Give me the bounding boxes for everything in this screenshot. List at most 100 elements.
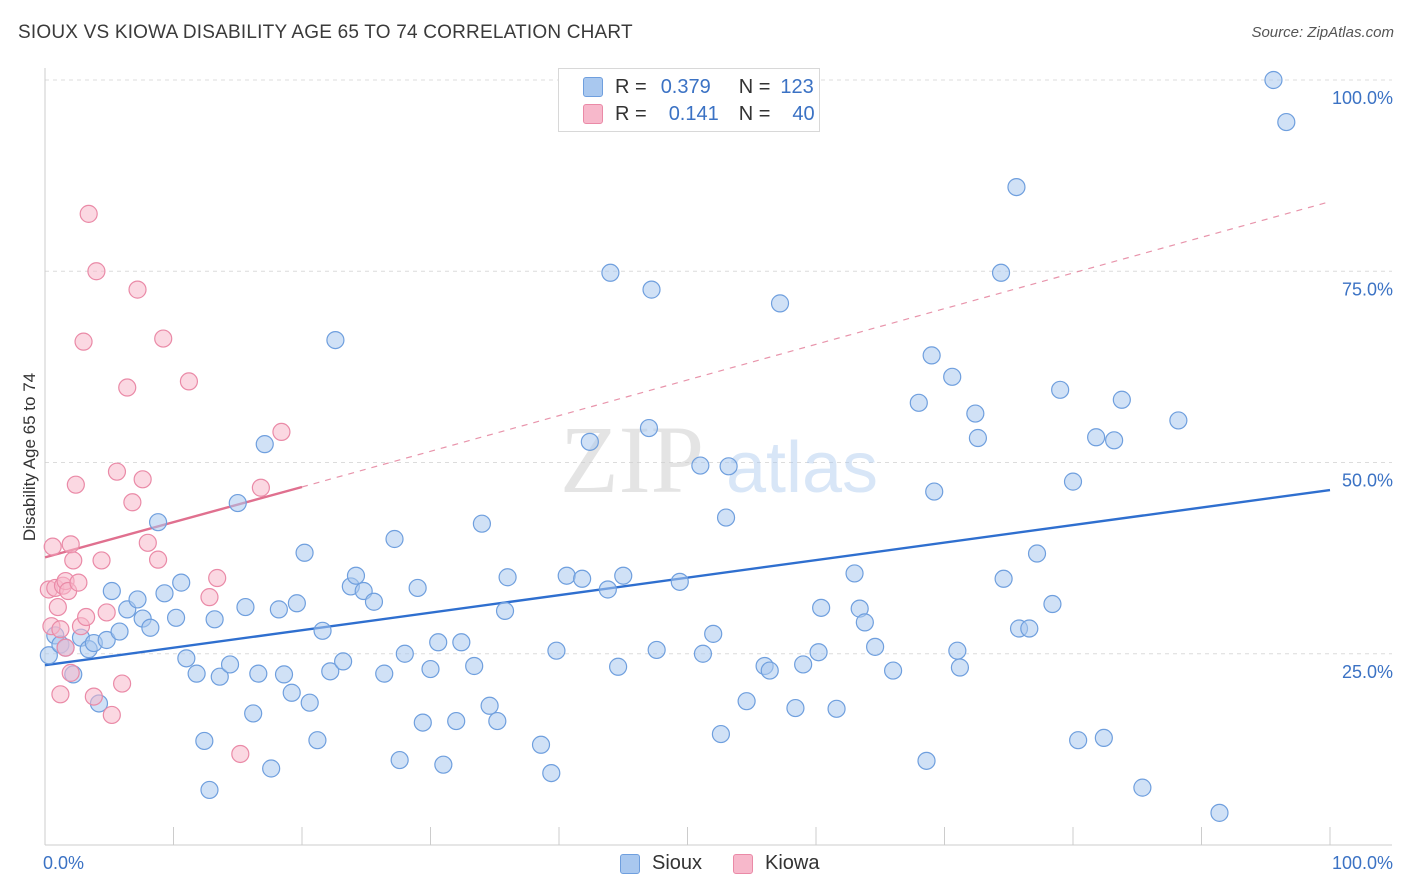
sioux-point — [346, 566, 366, 585]
correlation-legend: R = 0.379 N = 123 R = 0.141 N = 40 — [558, 68, 820, 132]
sioux-point — [244, 704, 263, 723]
sioux-point — [255, 435, 274, 454]
kiowa-point — [87, 262, 106, 281]
sioux-point — [770, 294, 790, 313]
sioux-point — [326, 331, 345, 350]
kiowa-r-value: 0.141 — [668, 102, 719, 125]
sioux-point — [827, 699, 846, 718]
sioux-point — [1063, 472, 1083, 491]
trendline-kiowa-solid — [44, 485, 303, 559]
kiowa-point — [61, 535, 80, 554]
sioux-n-label: N = — [738, 75, 771, 98]
y-tick-label: 25.0% — [1342, 662, 1393, 682]
sioux-point — [1069, 731, 1088, 750]
sioux-point — [639, 418, 659, 438]
kiowa-point — [154, 329, 173, 348]
sioux-point — [1210, 803, 1229, 822]
sioux-point — [166, 608, 186, 627]
sioux-point — [195, 731, 214, 751]
sioux-point — [172, 573, 191, 592]
sioux-point — [1169, 411, 1188, 430]
kiowa-n-label: N = — [738, 102, 771, 125]
sioux-point — [187, 664, 206, 683]
sioux-point — [670, 572, 689, 591]
sioux-point — [1027, 544, 1047, 563]
sioux-point — [205, 610, 224, 629]
sioux-point — [495, 601, 515, 621]
legend-row-kiowa: R = 0.141 N = 40 — [583, 101, 815, 127]
kiowa-point — [66, 475, 85, 494]
sioux-point — [148, 513, 168, 532]
sioux-point — [794, 655, 813, 674]
sioux-point — [531, 735, 551, 754]
sioux-point — [647, 640, 666, 660]
kiowa-point — [102, 705, 121, 725]
sioux-point — [691, 456, 710, 475]
bottom-kiowa-swatch — [733, 853, 753, 874]
bottom-sioux-swatch — [620, 853, 640, 874]
sioux-n-value: 123 — [780, 75, 814, 98]
kiowa-point — [107, 462, 127, 481]
kiowa-point — [79, 204, 98, 223]
sioux-point — [968, 428, 988, 448]
sioux-point — [321, 662, 340, 681]
sioux-point — [434, 755, 453, 774]
bottom-legend-sioux: Sioux — [620, 852, 702, 875]
kiowa-point — [56, 638, 75, 657]
sioux-point — [991, 263, 1011, 282]
sioux-point — [421, 659, 440, 679]
sioux-point — [1133, 778, 1152, 797]
sioux-point — [557, 566, 576, 585]
sioux-point — [498, 568, 517, 587]
kiowa-point — [51, 620, 70, 639]
kiowa-point — [133, 470, 152, 489]
sioux-point — [917, 751, 936, 770]
kiowa-point — [84, 687, 103, 706]
sioux-point — [262, 759, 281, 778]
y-axis-label: Disability Age 65 to 74 — [20, 372, 39, 542]
tick-labels: 25.0% 50.0% 75.0% 100.0% 0.0% 100.0% — [43, 88, 1393, 873]
sioux-swatch — [583, 77, 603, 97]
sioux-point — [866, 637, 885, 656]
sioux-point — [429, 633, 448, 652]
sioux-point — [948, 641, 967, 660]
sioux-point — [128, 590, 147, 609]
kiowa-point — [200, 588, 219, 607]
sioux-point — [737, 692, 756, 711]
kiowa-point — [43, 537, 62, 556]
sioux-point — [269, 600, 288, 619]
sioux-point — [274, 665, 294, 684]
sioux-point — [313, 621, 332, 640]
sioux-point — [573, 569, 592, 588]
sioux-r-label: R = — [615, 75, 647, 98]
sioux-point — [716, 508, 736, 527]
sioux-point — [994, 569, 1013, 588]
sioux-point — [1105, 431, 1124, 450]
sioux-point — [375, 664, 394, 683]
sioux-point — [488, 711, 507, 731]
legend-row-sioux: R = 0.379 N = 123 — [583, 74, 814, 100]
sioux-point — [883, 661, 903, 680]
sioux-point — [97, 630, 116, 650]
kiowa-point — [61, 663, 80, 682]
sioux-point — [210, 667, 229, 686]
sioux-point — [390, 750, 409, 770]
sioux-point — [1087, 428, 1106, 447]
sioux-point — [1264, 70, 1283, 90]
sioux-point — [141, 618, 160, 637]
kiowa-point — [92, 551, 111, 570]
sioux-point — [177, 649, 196, 668]
sioux-point — [102, 581, 121, 601]
sioux-point — [287, 594, 306, 613]
sioux-point — [812, 598, 831, 617]
kiowa-point — [208, 568, 227, 588]
kiowa-point — [97, 603, 116, 622]
sioux-point — [1007, 178, 1026, 197]
sioux-point — [395, 644, 414, 663]
bottom-legend-kiowa: Kiowa — [733, 852, 819, 875]
sioux-point — [200, 780, 219, 800]
sioux-point — [413, 713, 432, 732]
sioux-point — [580, 432, 599, 451]
sioux-point — [220, 655, 240, 674]
